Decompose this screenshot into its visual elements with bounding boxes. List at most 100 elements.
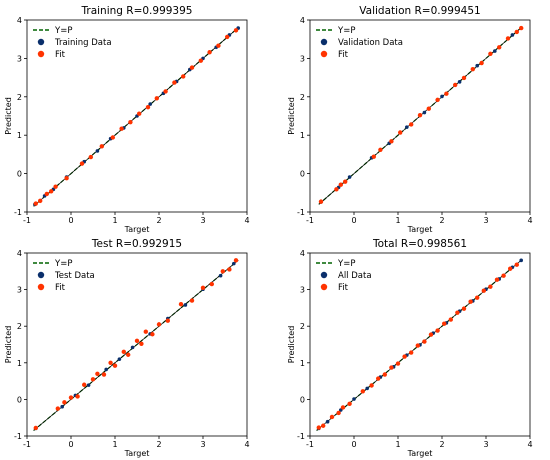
fit-point xyxy=(165,318,170,323)
chart-panel-2: Validation R=0.999451 -1 0 1 2 3 4 -1 0 1 2 3 4 Targe… xyxy=(287,5,533,234)
x-tick-label: 2 xyxy=(439,440,444,449)
legend-entry: Fit xyxy=(338,50,349,60)
y-axis-label: Predicted xyxy=(4,97,13,135)
fit-point xyxy=(494,277,500,282)
fit-point xyxy=(53,184,58,189)
fit-point xyxy=(453,82,458,88)
fit-point xyxy=(398,130,403,135)
fit-point xyxy=(55,406,60,411)
fit-point xyxy=(519,25,524,31)
fit-point xyxy=(64,176,69,181)
fit-point xyxy=(150,332,155,337)
legend-entry: Y=P xyxy=(54,26,72,36)
y-tick-label: 2 xyxy=(17,93,22,102)
fit-point xyxy=(62,400,67,405)
data-point xyxy=(95,149,100,153)
fit-point xyxy=(75,394,80,399)
fit-point xyxy=(360,389,365,394)
data-point xyxy=(519,258,523,263)
fit-point xyxy=(227,267,232,272)
legend-entry: Fit xyxy=(55,50,66,60)
fit-point xyxy=(209,281,214,287)
data-point xyxy=(365,386,370,391)
fit-point xyxy=(488,284,493,289)
fit-point xyxy=(198,58,203,63)
x-tick-label: 2 xyxy=(439,216,444,225)
chart-panel-4: Total R=0.998561 -1 0 1 2 3 4 -1 0 1 2 3 4 Target Pred… xyxy=(287,238,533,458)
x-tick-label: 4 xyxy=(244,440,249,449)
x-tick-label: 2 xyxy=(156,440,161,449)
fit-point xyxy=(343,179,348,184)
y-tick-label: 2 xyxy=(300,322,305,331)
x-tick-label: 1 xyxy=(112,216,117,225)
y-tick-label: 2 xyxy=(300,93,305,102)
data-point xyxy=(457,80,462,84)
x-tick-label: -1 xyxy=(23,216,31,225)
fit-point xyxy=(340,405,346,410)
fit-point xyxy=(207,50,212,55)
fit-point xyxy=(461,75,467,81)
fit-point xyxy=(44,191,49,197)
fit-point xyxy=(426,106,431,111)
y-tick-label: 1 xyxy=(17,131,22,140)
plot-frame xyxy=(309,252,531,437)
fit-point xyxy=(137,111,142,116)
x-tick-label: 3 xyxy=(483,216,488,225)
plot-frame xyxy=(26,19,248,213)
fit-point xyxy=(143,329,148,334)
data-point xyxy=(117,357,122,361)
chart-title: Validation R=0.999451 xyxy=(359,5,480,17)
x-axis-label: Target xyxy=(124,449,150,458)
fit-point xyxy=(435,97,440,103)
x-tick-label: -1 xyxy=(23,440,31,449)
y-tick-label: 3 xyxy=(300,54,305,63)
data-point xyxy=(440,94,444,99)
legend-data-swatch xyxy=(320,38,328,46)
fit-point xyxy=(338,182,343,187)
fit-point xyxy=(316,425,321,430)
fit-point xyxy=(181,74,186,79)
fit-point xyxy=(225,34,230,40)
fit-point xyxy=(415,343,420,348)
fit-point xyxy=(468,299,473,304)
x-tick-label: 0 xyxy=(351,216,356,225)
fit-point xyxy=(508,266,513,271)
fit-point xyxy=(49,189,54,194)
legend-entry: Y=P xyxy=(337,26,355,36)
fit-point xyxy=(395,361,401,366)
fit-point xyxy=(154,96,159,101)
x-axis-label: Target xyxy=(407,225,433,234)
fit-point xyxy=(481,288,486,293)
y-tick-label: 0 xyxy=(17,395,22,404)
fit-point xyxy=(378,147,383,152)
fit-point xyxy=(347,401,352,406)
fit-point xyxy=(329,414,335,420)
fit-point xyxy=(371,154,376,159)
y-tick-label: -1 xyxy=(14,432,22,441)
x-tick-label: 0 xyxy=(351,440,356,449)
fit-point xyxy=(369,383,374,388)
fit-point xyxy=(126,352,131,357)
fit-point xyxy=(417,113,423,118)
fit-point xyxy=(428,332,434,337)
fit-point xyxy=(189,65,195,70)
fit-point xyxy=(514,29,519,35)
fit-point xyxy=(461,306,467,311)
fit-point xyxy=(88,154,94,160)
y-tick-label: 4 xyxy=(17,249,22,258)
legend: Y=P All Data Fit xyxy=(316,259,372,293)
fit-point xyxy=(318,199,324,204)
data-point xyxy=(60,404,64,409)
data-point xyxy=(405,125,409,129)
y-tick-label: 0 xyxy=(17,170,22,179)
data-point xyxy=(148,102,152,106)
legend-entry: Fit xyxy=(55,283,66,293)
y-tick-label: 0 xyxy=(300,170,305,179)
fit-point xyxy=(33,201,38,206)
legend: Y=P Test Data Fit xyxy=(33,259,95,293)
x-tick-label: 4 xyxy=(527,216,532,225)
fit-point xyxy=(121,349,127,355)
legend-entry: Test Data xyxy=(54,271,95,281)
legend: Y=P Training Data Fit xyxy=(33,26,112,60)
y-tick-label: -1 xyxy=(297,432,305,441)
